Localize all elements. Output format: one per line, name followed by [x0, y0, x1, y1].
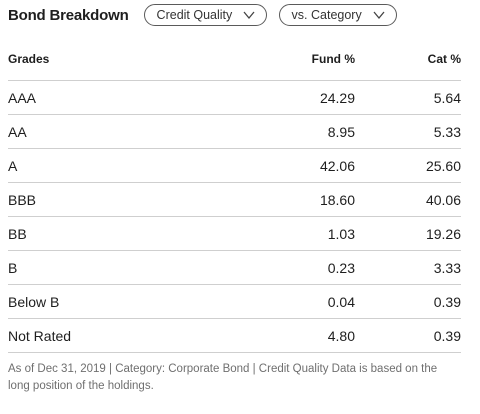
table-header-row: Grades Fund % Cat % — [8, 52, 461, 81]
credit-quality-dropdown[interactable]: Credit Quality — [143, 4, 267, 26]
fund-pct-cell: 24.29 — [238, 80, 355, 115]
chevron-down-icon — [373, 11, 385, 19]
grade-cell: A — [8, 148, 238, 183]
cat-pct-cell: 19.26 — [355, 216, 461, 251]
cat-pct-cell: 40.06 — [355, 182, 461, 217]
column-header-fund: Fund % — [238, 52, 355, 81]
column-header-cat: Cat % — [355, 52, 461, 81]
credit-quality-table: Grades Fund % Cat % AAA 24.29 5.64 AA 8.… — [8, 52, 461, 353]
grade-cell: AAA — [8, 80, 238, 115]
table-row: BBB 18.60 40.06 — [8, 182, 461, 217]
cat-pct-cell: 5.33 — [355, 114, 461, 149]
cat-pct-cell: 3.33 — [355, 250, 461, 285]
fund-pct-cell: 0.23 — [238, 250, 355, 285]
fund-pct-cell: 8.95 — [238, 114, 355, 149]
grade-cell: BB — [8, 216, 238, 251]
table-row: Below B 0.04 0.39 — [8, 284, 461, 319]
cat-pct-cell: 5.64 — [355, 80, 461, 115]
grade-cell: B — [8, 250, 238, 285]
section-title: Bond Breakdown — [8, 6, 129, 24]
cat-pct-cell: 0.39 — [355, 318, 461, 353]
credit-quality-label: Credit Quality — [156, 8, 233, 22]
cat-pct-cell: 25.60 — [355, 148, 461, 183]
table-row: B 0.23 3.33 — [8, 250, 461, 285]
table-row: A 42.06 25.60 — [8, 148, 461, 183]
grade-cell: Below B — [8, 284, 238, 319]
table-row: AA 8.95 5.33 — [8, 114, 461, 149]
fund-pct-cell: 4.80 — [238, 318, 355, 353]
table-row: AAA 24.29 5.64 — [8, 80, 461, 115]
vs-category-label: vs. Category — [291, 8, 362, 22]
grade-cell: Not Rated — [8, 318, 238, 353]
fund-pct-cell: 1.03 — [238, 216, 355, 251]
column-header-grades: Grades — [8, 52, 238, 81]
cat-pct-cell: 0.39 — [355, 284, 461, 319]
footnote: As of Dec 31, 2019 | Category: Corporate… — [8, 363, 438, 392]
fund-pct-cell: 42.06 — [238, 148, 355, 183]
fund-pct-cell: 18.60 — [238, 182, 355, 217]
grade-cell: AA — [8, 114, 238, 149]
header: Bond Breakdown Credit Quality vs. Catego… — [8, 4, 409, 26]
grade-cell: BBB — [8, 182, 238, 217]
fund-pct-cell: 0.04 — [238, 284, 355, 319]
table-row: Not Rated 4.80 0.39 — [8, 318, 461, 353]
bond-breakdown-widget: Bond Breakdown Credit Quality vs. Catego… — [8, 0, 476, 414]
table-row: BB 1.03 19.26 — [8, 216, 461, 251]
chevron-down-icon — [243, 11, 255, 19]
vs-category-dropdown[interactable]: vs. Category — [278, 4, 397, 26]
